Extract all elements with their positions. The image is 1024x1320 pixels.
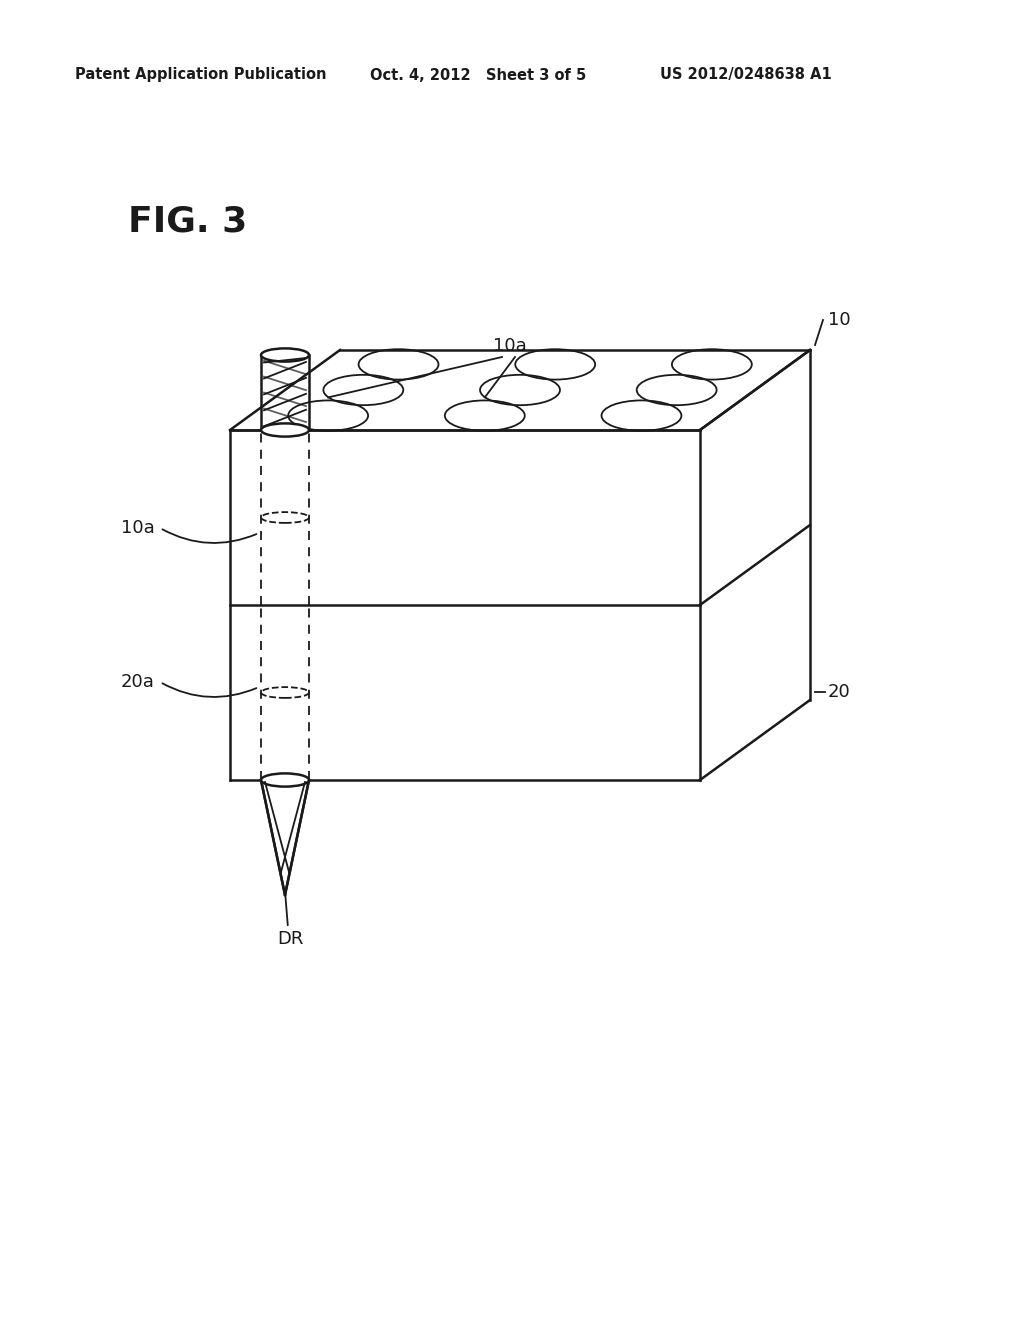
Text: FIG. 3: FIG. 3 (128, 205, 247, 239)
Text: Patent Application Publication: Patent Application Publication (75, 67, 327, 82)
Text: 20: 20 (828, 682, 851, 701)
Text: 10: 10 (828, 312, 851, 329)
Polygon shape (261, 780, 309, 895)
Ellipse shape (261, 774, 309, 787)
Ellipse shape (261, 424, 309, 437)
Text: 10a: 10a (121, 519, 155, 537)
Text: US 2012/0248638 A1: US 2012/0248638 A1 (660, 67, 831, 82)
Text: 10a: 10a (494, 337, 527, 355)
Ellipse shape (261, 348, 309, 362)
Text: DR: DR (276, 931, 303, 948)
Text: Oct. 4, 2012   Sheet 3 of 5: Oct. 4, 2012 Sheet 3 of 5 (370, 67, 587, 82)
Text: 20a: 20a (121, 673, 155, 690)
